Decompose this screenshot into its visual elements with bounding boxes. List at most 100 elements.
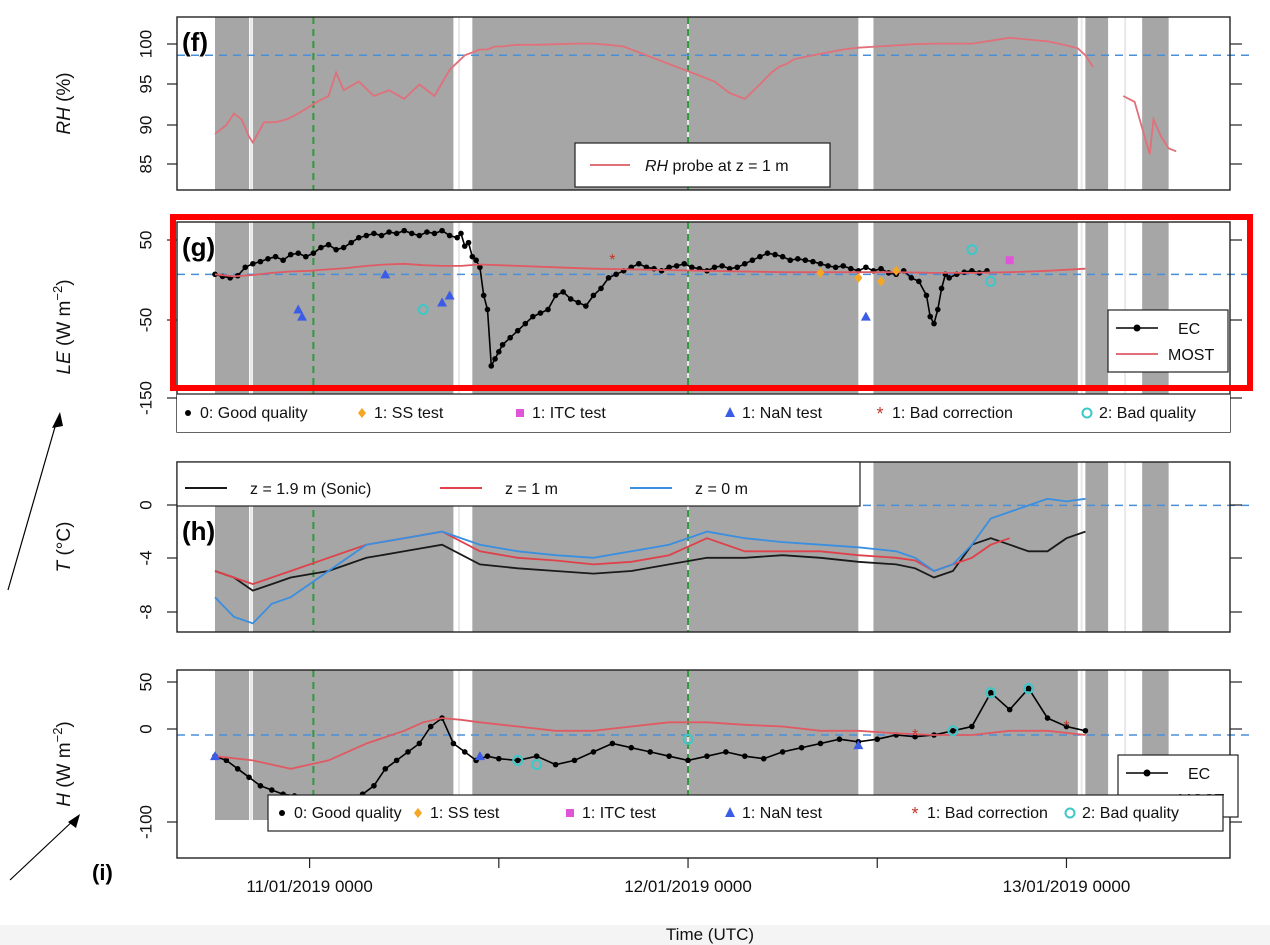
data-point [723, 749, 729, 755]
quality-marker [185, 410, 191, 416]
data-point [840, 263, 846, 269]
flag-badq-point [417, 304, 429, 316]
ytick-label: -50 [136, 308, 155, 333]
data-point [575, 299, 582, 306]
data-point [609, 740, 616, 747]
data-point [810, 258, 816, 265]
flag-badcorr-point: * [609, 252, 615, 269]
ytick-label: 50 [136, 673, 155, 692]
ytick-label: 100 [136, 30, 155, 58]
legend-entry: z = 1 m [505, 481, 558, 498]
data-point [987, 689, 994, 696]
data-point [427, 723, 434, 730]
ytick-label: 0 [136, 500, 155, 509]
data-point [465, 239, 472, 246]
panel-g: -150 -50 50 LE (W m−2) (g) * EC MOST 0: Good qua… [50, 221, 1250, 433]
y-axis-exponent: −2 [50, 728, 65, 743]
quality-legend-box [267, 794, 1224, 832]
shaded-period [215, 670, 250, 820]
series-line [214, 36, 1094, 145]
quality-legend-entry: 1: ITC test [582, 805, 656, 822]
legend-entry-ec: EC [1178, 321, 1200, 338]
data-point [378, 232, 385, 239]
flag-ss-point [877, 276, 886, 287]
y-axis-unit: (%) [54, 72, 75, 102]
ytick-label: -150 [136, 381, 155, 415]
quality-marker [725, 407, 735, 417]
data-point [1082, 727, 1089, 734]
quality-legend-entry: 1: Bad correction [927, 805, 1048, 822]
quality-legend: 0: Good quality 1: SS test 1: ITC test 1: N… [177, 393, 1230, 432]
quality-legend-area [177, 394, 1230, 432]
quality-legend-entry: 0: Good quality [200, 405, 308, 422]
data-point [598, 285, 604, 292]
flag-ss-point [892, 265, 901, 276]
annotation-arrowhead-h [68, 814, 80, 828]
data-point [386, 229, 392, 235]
data-point [1044, 715, 1051, 721]
ytick-label: 0 [136, 724, 155, 733]
data-point [257, 782, 264, 789]
y-axis-unit: (W m [54, 742, 75, 787]
data-point [295, 250, 302, 256]
y-axis-label: H (W m−2) [50, 721, 75, 807]
data-point [605, 275, 612, 281]
data-point [461, 749, 468, 755]
data-point [530, 313, 536, 320]
data-point [382, 766, 389, 772]
y-axis-var: H [54, 788, 75, 807]
data-point [371, 230, 377, 237]
shaded-period [1142, 17, 1169, 190]
data-point [560, 289, 566, 295]
data-point [681, 260, 688, 267]
shaded-period [873, 17, 1078, 190]
flag-nan-point [297, 311, 308, 321]
data-point [303, 253, 309, 260]
annotation-arrowhead-g [52, 412, 63, 428]
data-point [666, 264, 672, 271]
data-point [522, 320, 529, 327]
data-point [817, 260, 824, 267]
data-point [931, 320, 937, 327]
data-point [1006, 706, 1013, 713]
flag-badq-point [512, 754, 524, 766]
y-axis-close: ) [54, 721, 75, 727]
ytick-label: 50 [136, 231, 155, 250]
data-point [794, 256, 801, 262]
data-point [742, 753, 748, 759]
data-point [916, 278, 922, 285]
data-point [734, 264, 741, 271]
data-point [908, 275, 915, 281]
legend-entry-ec: EC [1188, 766, 1210, 783]
quality-marker [358, 408, 366, 418]
data-point [874, 736, 881, 743]
shaded-period [873, 462, 1078, 632]
data-point [863, 264, 869, 271]
y-axis-label: LE (W m−2) [50, 279, 75, 374]
data-point [643, 264, 650, 271]
data-point [333, 246, 339, 253]
data-point [514, 757, 521, 764]
data-point [461, 243, 468, 249]
data-point [590, 292, 597, 299]
shaded-period [252, 17, 454, 190]
data-point [704, 753, 710, 759]
quality-legend-entry: 1: Bad correction [892, 405, 1013, 422]
flag-badq-point [1023, 682, 1035, 694]
data-point [458, 230, 464, 237]
shaded-period [215, 17, 250, 190]
flag-itc-point [1005, 256, 1014, 265]
data-point [946, 275, 952, 281]
data-point [348, 239, 355, 246]
ytick-label: -4 [136, 550, 155, 565]
series-line [214, 497, 1086, 625]
y-axis-exponent: −2 [50, 286, 65, 301]
data-point [832, 264, 839, 271]
data-point [685, 757, 691, 764]
data-point [492, 356, 498, 362]
data-point [424, 229, 430, 235]
data-point [779, 749, 786, 755]
data-point [764, 250, 771, 256]
